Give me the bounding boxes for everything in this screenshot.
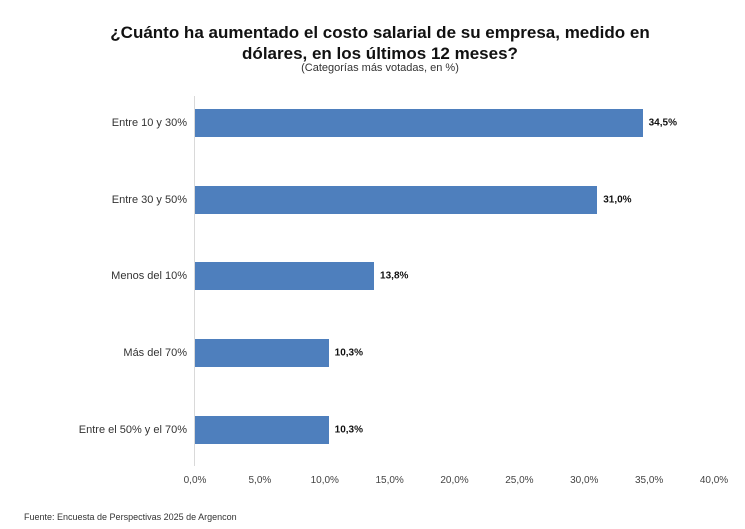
x-tick-label: 10,0% [310,475,339,486]
x-tick-label: 40,0% [699,475,729,486]
x-tick-label: 20,0% [440,475,469,486]
value-label: 10,3% [334,424,363,436]
chart-title: ¿Cuánto ha aumentado el costo salarial d… [0,22,745,64]
source-note: Fuente: Encuesta de Perspectivas 2025 de… [24,512,237,522]
value-label: 10,3% [334,347,363,359]
bar [195,339,329,367]
bar [195,262,375,290]
category-label: Entre el 50% y el 70% [78,424,187,436]
bar [195,186,598,214]
y-axis-line [194,96,195,466]
category-label: Menos del 10% [111,270,187,282]
bar [195,416,329,444]
x-tick-label: 0,0% [183,475,207,486]
category-label: Entre 30 y 50% [111,194,187,206]
value-label: 34,5% [648,117,677,129]
value-label: 31,0% [603,194,632,206]
category-label: Entre 10 y 30% [111,117,187,129]
chart-subtitle: (Categorías más votadas, en %) [301,62,459,74]
x-tick-label: 5,0% [248,475,272,486]
x-tick-label: 15,0% [375,475,404,486]
chart-title-line-2: dólares, en los últimos 12 meses? [242,44,518,63]
value-label: 13,8% [380,270,409,282]
chart-title-line-1: ¿Cuánto ha aumentado el costo salarial d… [110,23,650,42]
category-label: Más del 70% [123,347,187,359]
x-tick-label: 30,0% [570,475,599,486]
bar [195,109,643,137]
x-tick-label: 35,0% [634,475,664,486]
x-tick-label: 25,0% [505,475,534,486]
